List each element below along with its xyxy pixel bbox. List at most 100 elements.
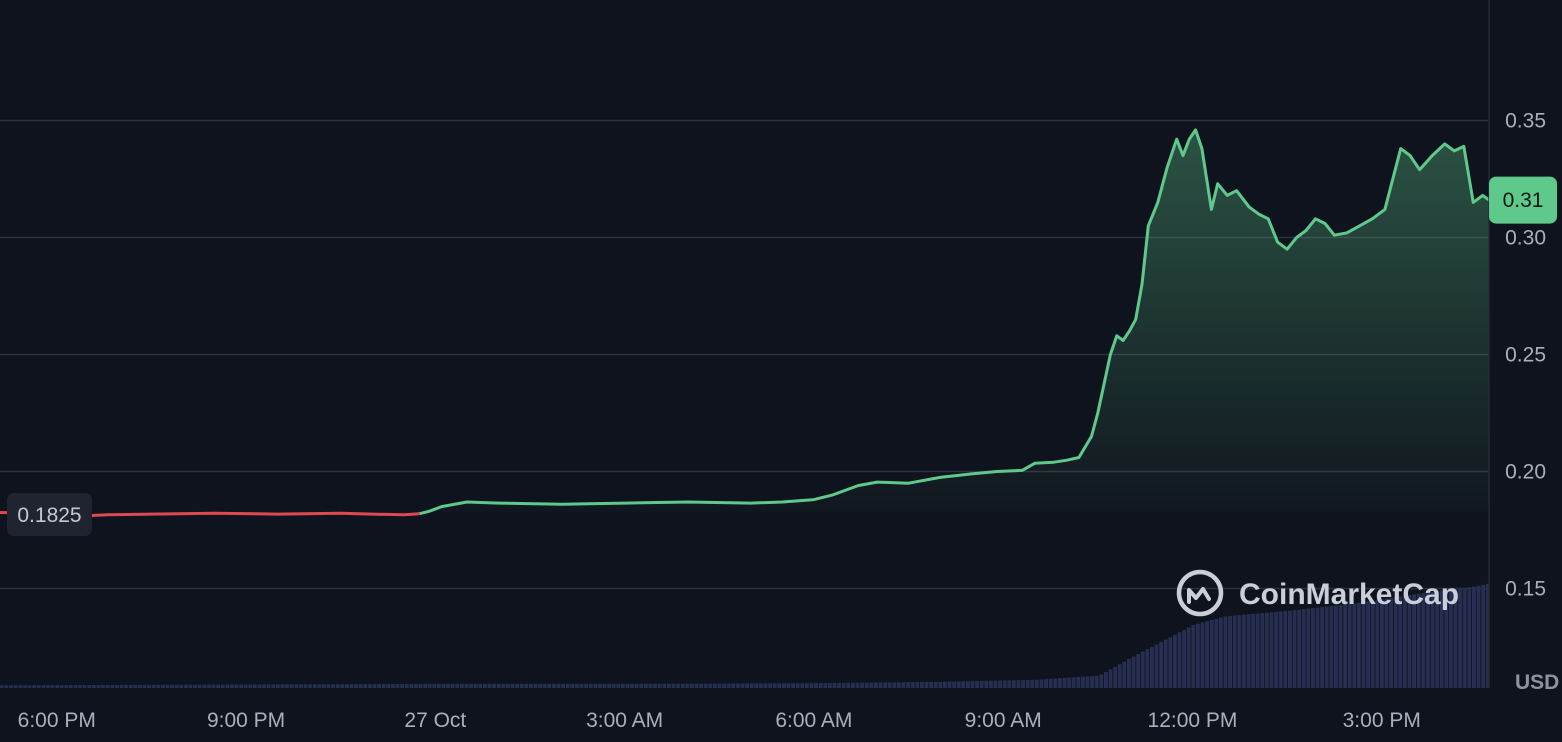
volume-bar [184,684,188,688]
volume-bar [1384,598,1389,688]
volume-bar [515,683,519,688]
volume-bar [887,682,892,688]
volume-bar [745,683,749,688]
volume-bar [386,684,391,688]
volume-bar [1398,596,1403,688]
volume-bar [1338,605,1343,688]
volume-bar [800,683,805,688]
volume-bar [101,684,105,688]
volume-bar [588,683,593,688]
volume-bar [1030,679,1035,688]
volume-bar [1366,601,1370,688]
volume-bar [966,681,970,688]
volume-bar [864,682,869,688]
volume-bar [510,683,515,688]
volume-bar [1416,593,1421,688]
volume-bar [506,683,510,688]
volume-bar [340,684,345,688]
volume-bar [161,684,165,688]
volume-bar [322,684,326,688]
volume-bar [1039,679,1044,688]
volume-bar [943,681,947,688]
volume-bar [699,683,703,688]
volume-bar [335,684,340,688]
volume-bar [441,683,446,688]
volume-bar [450,683,455,688]
x-tick-label: 3:00 AM [586,709,663,732]
volume-bar [409,683,414,688]
volume-bar [883,682,887,688]
volume-bar [851,682,855,688]
volume-bar [648,683,653,688]
volume-bar [312,684,317,688]
volume-bar [110,684,115,688]
volume-bar [1242,614,1246,688]
volume-bar [630,683,634,688]
volume-bar [478,683,483,688]
volume-bar [354,684,358,688]
x-tick-label: 9:00 PM [207,709,285,732]
volume-bar [777,683,782,688]
volume-bar [662,683,667,688]
volume-bar [616,683,621,688]
volume-bar [593,683,598,688]
volume-bar [1375,599,1380,688]
volume-bar [266,684,271,688]
volume-bar [1403,595,1407,688]
volume-bar [147,684,151,688]
volume-bar [910,682,915,688]
volume-bar [262,684,266,688]
volume-bar [50,685,55,688]
volume-bar [1251,613,1255,688]
volume-bar [1278,611,1283,688]
current-price-label: 0.31 [1503,189,1544,212]
volume-bar [437,683,441,688]
volume-bar [188,684,193,688]
coinmarketcap-logo-icon [1176,569,1224,617]
volume-bar [119,684,124,688]
volume-bar [27,685,32,688]
volume-bar [989,680,993,688]
volume-bar [809,683,814,688]
volume-bar [1467,587,1472,688]
volume-bar [713,683,717,688]
volume-bar [1177,632,1182,688]
volume-bar [855,682,860,688]
volume-bar [174,684,179,688]
volume-bar [404,683,409,688]
volume-bar [1071,677,1076,688]
volume-bar [634,683,639,688]
volume-bars [0,583,1490,688]
volume-bar [1329,606,1334,688]
volume-bar [1113,666,1117,688]
volume-bar [1421,593,1426,688]
volume-bar [156,684,161,688]
volume-bar [519,683,524,688]
volume-bar [929,681,933,688]
volume-bar [124,684,128,688]
volume-bar [644,683,648,688]
volume-bar [1076,676,1081,688]
volume-bar [501,683,506,688]
volume-bar [55,685,59,688]
volume-bar [952,681,956,688]
volume-bar [1301,609,1306,688]
volume-bar [151,684,156,688]
x-tick-label: 6:00 AM [775,709,852,732]
x-tick-label: 3:00 PM [1343,709,1421,732]
volume-bar [1352,603,1357,688]
volume-bar [1343,604,1347,688]
volume-bar [105,684,110,688]
volume-bar [446,683,450,688]
volume-bar [924,681,929,688]
volume-bar [915,682,920,688]
volume-bar [1458,588,1462,688]
volume-bar [138,684,142,688]
volume-bar [1449,589,1453,688]
volume-bar [565,683,570,688]
volume-bar [92,684,96,688]
volume-bar [1292,610,1297,688]
volume-bar [993,680,998,688]
